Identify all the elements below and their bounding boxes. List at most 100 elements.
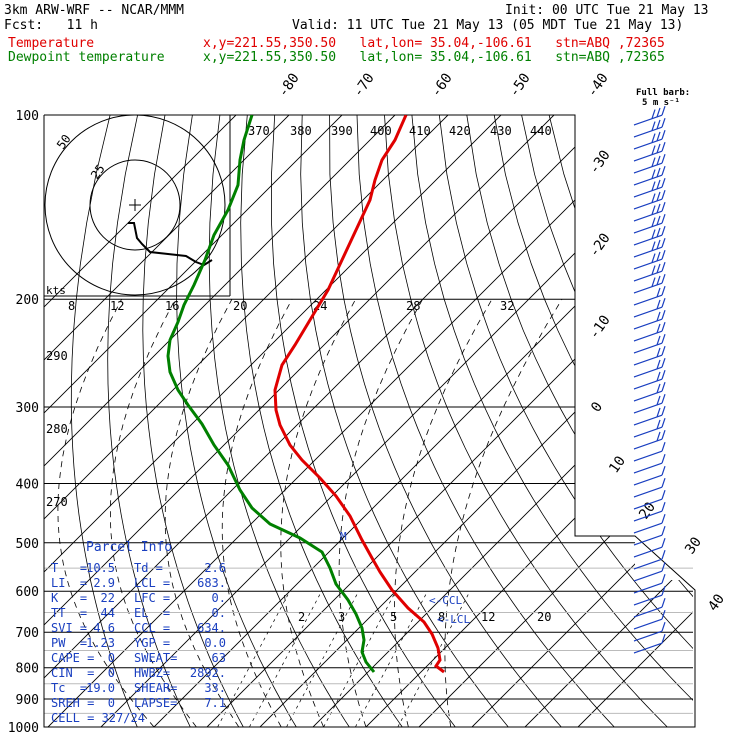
moist-adiabat: [394, 299, 493, 727]
wind-barb-staff: [633, 126, 663, 138]
wind-barb-staff: [633, 402, 663, 414]
wind-barb-flag: [661, 106, 666, 116]
hodograph: 50 25: [44, 114, 231, 297]
isotherm-line: [44, 115, 608, 727]
isotherm-label: 30: [682, 534, 705, 557]
wind-barb-staff: [633, 594, 663, 606]
temperature-location: x,y=221.55,350.50 lat,lon= 35.04,-106.61…: [203, 36, 665, 51]
parcel-left-label: Tc =: [51, 681, 88, 695]
wind-barb-flag: [656, 347, 661, 358]
wind-barb-flag: [661, 226, 666, 236]
wind-barb-staff: [633, 222, 663, 234]
isotherm-line: [471, 115, 693, 727]
parcel-left-value: 1.23: [86, 636, 115, 650]
wind-barb-flag: [656, 383, 661, 394]
wind-barb-staff: [633, 378, 663, 390]
parcel-left-label: LI =: [51, 576, 88, 590]
parcel-right-value: 0.: [211, 606, 226, 620]
wind-barb-staff: [633, 522, 663, 534]
wind-barb-staff: [633, 570, 663, 582]
speed-tick-label: 28: [406, 299, 420, 313]
mixing-ratio-line: [286, 591, 359, 727]
dry-adiabat: [493, 115, 693, 727]
parcel-left-label: PW =: [51, 636, 88, 650]
wind-barb-staff: [633, 546, 663, 558]
pressure-label: 1000: [8, 721, 39, 736]
parcel-right-value: 33.: [204, 681, 226, 695]
isotherm-label: 40: [705, 591, 728, 614]
wind-barb-flag: [661, 274, 666, 284]
wind-barb-staff: [633, 486, 663, 498]
marker-ccl: <-CCL: [429, 594, 462, 607]
wind-barb-staff: [633, 306, 663, 318]
pressure-label: 800: [16, 662, 39, 677]
parcel-right-label: HWBZ=: [134, 666, 171, 680]
wind-barb-staff: [633, 114, 663, 126]
wind-barb-staff: [633, 270, 663, 282]
pressure-label: 100: [16, 109, 39, 124]
isotherm-line: [44, 115, 449, 727]
isotherm-line: [577, 115, 693, 727]
parcel-right-label: YGP =: [134, 636, 171, 650]
wind-barb-flag: [661, 166, 666, 176]
wind-barb-staff: [633, 210, 663, 222]
pressure-label: 700: [16, 626, 39, 641]
isotherm-line: [44, 115, 502, 727]
theta-label: 410: [409, 124, 431, 138]
wind-barb-flag: [661, 610, 666, 620]
moist-adiabat: [164, 299, 240, 727]
hodograph-ring: [89, 159, 181, 251]
wind-barb-flag: [656, 335, 661, 346]
wind-barb-staff: [633, 390, 663, 402]
mixing-ratio-line: [397, 591, 471, 727]
wind-barb-staff: [633, 198, 663, 210]
full-barb-unit: 5 m s⁻¹: [642, 98, 680, 108]
wind-barb-flag: [651, 217, 656, 227]
wind-barb-flag: [661, 442, 666, 452]
wind-barb-staff: [633, 606, 663, 618]
dry-adiabat: [466, 115, 693, 727]
wind-barb-flag: [656, 155, 661, 166]
wind-barb-flag: [661, 478, 666, 488]
isotherm-label: -10: [586, 312, 614, 342]
wind-barb-flag: [656, 239, 661, 250]
marker-lcl: <-LCL: [437, 613, 470, 626]
wind-barb-flag: [661, 190, 666, 200]
isotherm-label: -50: [506, 70, 534, 100]
wind-barb-staff: [633, 174, 663, 186]
theta-label: 280: [46, 422, 68, 436]
parcel-left-value: 10.5: [86, 561, 115, 575]
wind-barb-staff: [633, 342, 663, 354]
theta-label: 420: [449, 124, 471, 138]
dry-adiabat: [576, 115, 693, 727]
pressure-label: 600: [16, 585, 39, 600]
wind-barb-flag: [661, 178, 666, 188]
isotherm-label: -60: [428, 70, 456, 100]
parcel-left-label: TT =: [51, 606, 88, 620]
wind-barb-flag: [656, 323, 661, 334]
parcel-left-value: 4.6: [93, 621, 115, 635]
wind-barb-flag: [661, 286, 666, 296]
mixing-ratio-line: [217, 591, 291, 727]
parcel-cell: CELL = 327/24: [51, 711, 145, 725]
mixing-ratio-label: 12: [481, 610, 495, 624]
wind-barb-staff: [633, 558, 663, 570]
wind-barb-flag: [661, 598, 666, 608]
wind-barb-flag: [661, 358, 666, 368]
mixing-ratio-line: [323, 591, 397, 727]
isotherm-line: [44, 115, 237, 727]
parcel-right-value: 7.1: [204, 696, 226, 710]
wind-barb-flag: [661, 310, 666, 320]
wind-barbs: [633, 106, 666, 654]
wind-barb-staff: [633, 582, 663, 594]
wind-barb-flag: [661, 502, 666, 512]
moist-adiabat: [444, 298, 563, 727]
parcel-left-label: SVI =: [51, 621, 88, 635]
dry-adiabat: [603, 115, 693, 727]
isotherm-label: 10: [606, 453, 629, 476]
wind-barb-staff: [633, 630, 663, 642]
wind-barb-flag: [651, 145, 656, 155]
wind-barb-staff: [633, 498, 663, 510]
wind-barb-staff: [633, 354, 663, 366]
